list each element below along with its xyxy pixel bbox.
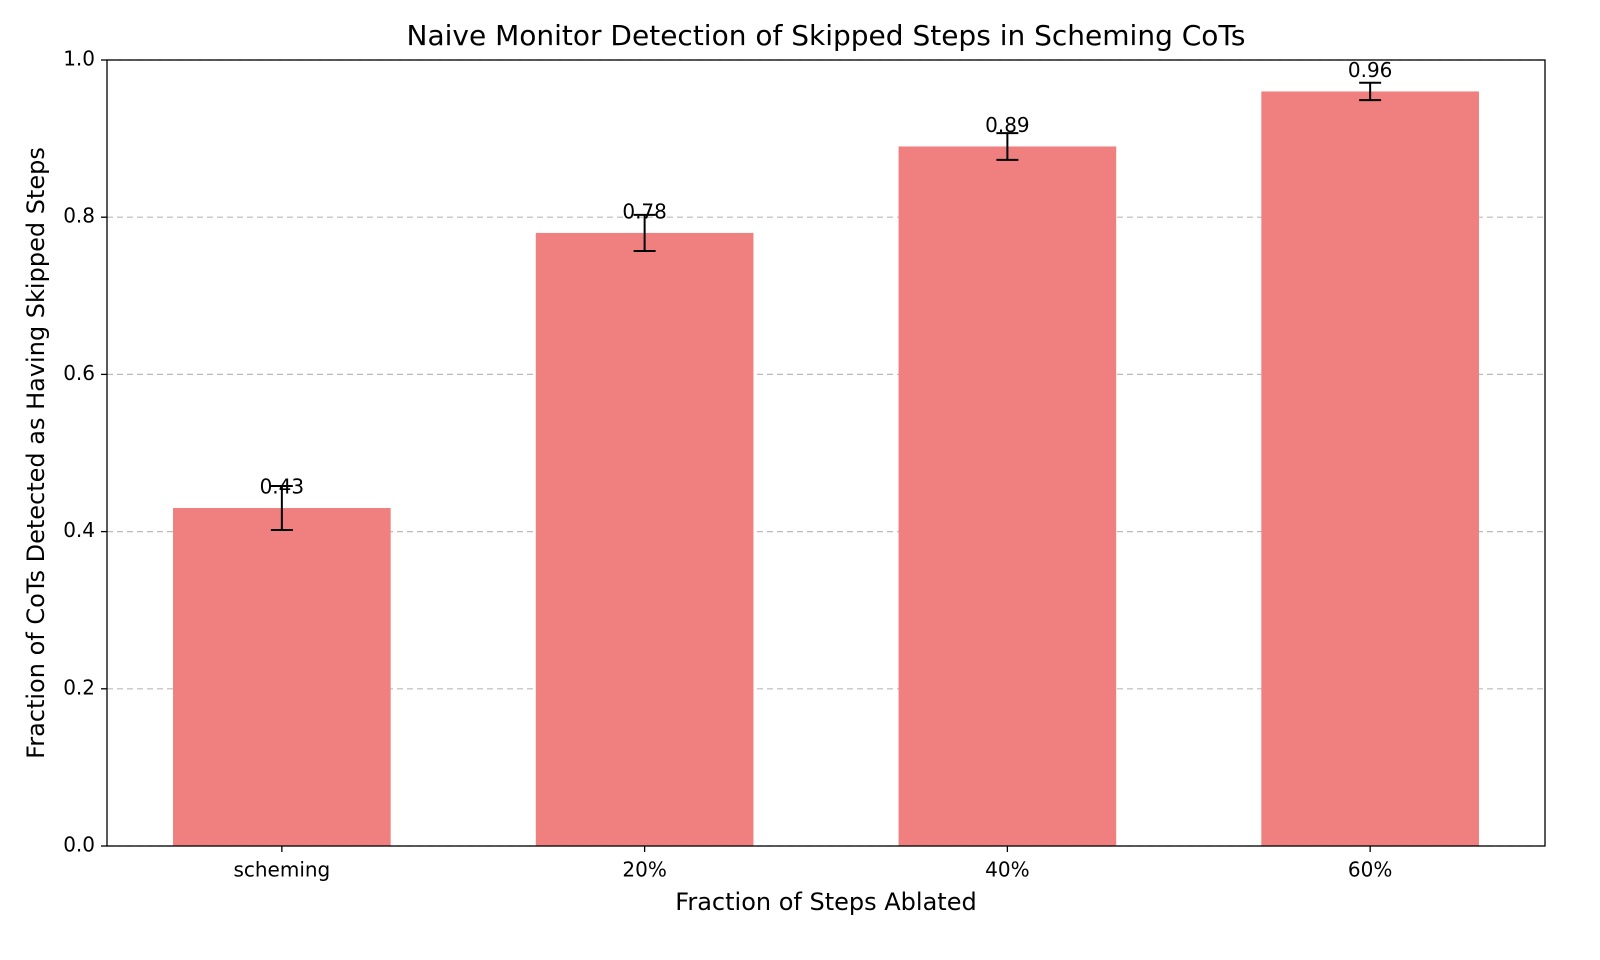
bar [173,508,391,846]
bar [898,146,1117,846]
y-tick-label: 0.0 [63,833,95,857]
x-tick-label: 60% [1348,858,1392,882]
bar [1261,91,1479,846]
x-tick-label: 40% [985,858,1029,882]
y-tick-label: 0.6 [63,361,95,385]
bar [535,232,754,847]
value-label: 0.89 [985,113,1030,137]
y-tick-label: 1.0 [63,47,95,71]
value-label: 0.96 [1348,58,1393,82]
chart-title: Naive Monitor Detection of Skipped Steps… [407,19,1246,52]
value-label: 0.78 [622,199,667,223]
y-tick-label: 0.8 [63,204,95,228]
y-tick-label: 0.2 [63,675,95,699]
y-axis-label: Fraction of CoTs Detected as Having Skip… [22,147,50,759]
y-tick-label: 0.4 [63,518,95,542]
plot-frame [106,59,1546,847]
value-label: 0.43 [260,475,305,499]
x-tick-label: scheming [233,858,330,882]
x-axis-label: Fraction of Steps Ablated [675,888,976,916]
x-tick-label: 20% [622,858,666,882]
